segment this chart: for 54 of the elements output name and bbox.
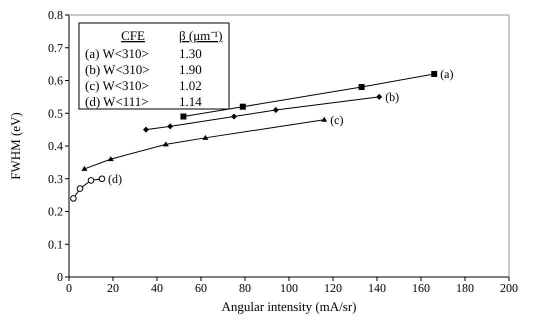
y-tick-label: 0.6 bbox=[48, 74, 63, 88]
point bbox=[431, 70, 438, 77]
series-label: (a) bbox=[440, 66, 454, 81]
annotation: 1.02 bbox=[179, 78, 202, 93]
point bbox=[70, 195, 77, 202]
point bbox=[167, 123, 174, 130]
x-tick-label: 100 bbox=[280, 281, 298, 295]
point bbox=[231, 114, 237, 120]
point bbox=[321, 116, 328, 122]
annotation: (c) W<310> bbox=[85, 78, 149, 93]
point bbox=[272, 106, 279, 113]
x-tick-label: 200 bbox=[500, 281, 518, 295]
point bbox=[358, 84, 365, 90]
x-tick-label: 180 bbox=[456, 281, 474, 295]
point bbox=[88, 177, 94, 184]
annotation: (a) W<310> bbox=[85, 46, 149, 61]
annotation: 1.90 bbox=[179, 62, 202, 77]
point bbox=[180, 114, 186, 120]
x-tick-label: 0 bbox=[66, 281, 72, 295]
point bbox=[81, 166, 88, 171]
point bbox=[108, 156, 114, 162]
annotation: (d) W<111> bbox=[85, 94, 149, 109]
point bbox=[98, 175, 106, 182]
point bbox=[240, 104, 246, 110]
y-tick-label: 0.8 bbox=[48, 8, 63, 22]
y-tick-label: 0.3 bbox=[48, 172, 63, 186]
y-tick-label: 0.1 bbox=[48, 237, 63, 252]
point bbox=[143, 126, 149, 133]
y-tick-label: 0.5 bbox=[48, 106, 63, 120]
annotation: 1.14 bbox=[179, 94, 202, 109]
point bbox=[162, 141, 169, 146]
x-tick-label: 160 bbox=[412, 281, 430, 295]
point bbox=[376, 94, 382, 100]
x-tick-label: 140 bbox=[368, 281, 386, 295]
x-tick-label: 20 bbox=[107, 281, 119, 295]
series-label: (c) bbox=[330, 112, 344, 127]
y-tick-label: 0.7 bbox=[48, 40, 63, 55]
series-label: (d) bbox=[108, 172, 122, 186]
x-tick-label: 40 bbox=[151, 281, 163, 295]
y-tick-label: 0 bbox=[57, 270, 63, 284]
annotation: 1.30 bbox=[179, 46, 202, 61]
x-axis-title: Angular intensity (mA/sr) bbox=[221, 299, 357, 314]
series-label: (b) bbox=[385, 90, 400, 104]
y-tick-label: 0.4 bbox=[48, 139, 63, 153]
annotation: (b) W<310> bbox=[85, 62, 150, 77]
annotation: CFE bbox=[121, 28, 145, 43]
x-tick-label: 80 bbox=[239, 281, 251, 295]
y-axis-title: FWHM (eV) bbox=[8, 112, 23, 180]
point bbox=[76, 185, 84, 192]
point bbox=[202, 134, 208, 140]
x-tick-label: 60 bbox=[195, 281, 207, 295]
y-tick-label: 0.2 bbox=[48, 204, 63, 218]
annotation: β (μm⁻¹) bbox=[179, 28, 223, 43]
x-tick-label: 120 bbox=[324, 281, 342, 295]
